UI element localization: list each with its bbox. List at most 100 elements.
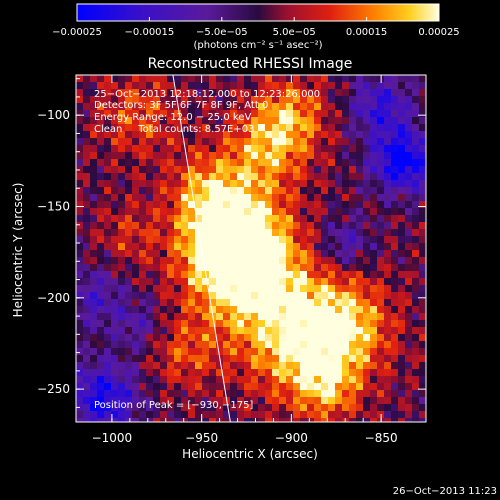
- heatmap-cell: [146, 341, 154, 349]
- heatmap-cell: [153, 229, 161, 237]
- heatmap-cell: [363, 180, 371, 188]
- heatmap-cell: [76, 334, 84, 342]
- heatmap-cell: [412, 243, 420, 251]
- heatmap-cell: [377, 327, 385, 335]
- heatmap-cell: [230, 390, 238, 398]
- heatmap-cell: [153, 208, 161, 216]
- heatmap-cell: [132, 229, 140, 237]
- heatmap-cell: [342, 411, 350, 419]
- heatmap-cell: [104, 82, 112, 90]
- heatmap-cell: [97, 103, 105, 111]
- heatmap-cell: [300, 313, 308, 321]
- heatmap-cell: [293, 411, 301, 419]
- heatmap-cell: [174, 348, 182, 356]
- heatmap-cell: [384, 404, 392, 412]
- heatmap-cell: [132, 159, 140, 167]
- heatmap-cell: [244, 278, 252, 286]
- heatmap-cell: [216, 236, 224, 244]
- heatmap-cell: [216, 166, 224, 174]
- heatmap-cell: [188, 278, 196, 286]
- heatmap-cell: [83, 173, 91, 181]
- heatmap-cell: [398, 418, 406, 422]
- heatmap-cell: [335, 411, 343, 419]
- heatmap-cell: [160, 362, 168, 370]
- heatmap-cell: [188, 173, 196, 181]
- heatmap-cell: [279, 418, 287, 422]
- heatmap-cell: [244, 411, 252, 419]
- heatmap-cell: [188, 180, 196, 188]
- heatmap-cell: [230, 222, 238, 230]
- heatmap-cell: [202, 152, 210, 160]
- heatmap-cell: [244, 404, 252, 412]
- heatmap-cell: [300, 271, 308, 279]
- heatmap-cell: [139, 376, 147, 384]
- heatmap-cell: [76, 82, 84, 90]
- heatmap-cell: [223, 75, 231, 83]
- heatmap-cell: [188, 397, 196, 405]
- heatmap-cell: [153, 369, 161, 377]
- heatmap-cell: [391, 110, 399, 118]
- heatmap-cell: [111, 89, 119, 97]
- heatmap-cell: [328, 131, 336, 139]
- heatmap-cell: [377, 222, 385, 230]
- heatmap-cell: [83, 110, 91, 118]
- heatmap-cell: [223, 222, 231, 230]
- heatmap-cell: [286, 215, 294, 223]
- heatmap-cell: [272, 173, 280, 181]
- heatmap-cell: [412, 131, 420, 139]
- heatmap-cell: [251, 418, 259, 422]
- heatmap-cell: [398, 173, 406, 181]
- heatmap-cell: [258, 173, 266, 181]
- heatmap-cell: [97, 243, 105, 251]
- heatmap-cell: [342, 292, 350, 300]
- heatmap-cell: [90, 313, 98, 321]
- heatmap-cell: [216, 306, 224, 314]
- heatmap-cell: [230, 103, 238, 111]
- heatmap-cell: [244, 243, 252, 251]
- heatmap-cell: [405, 292, 413, 300]
- heatmap-cell: [335, 292, 343, 300]
- heatmap-cell: [188, 390, 196, 398]
- heatmap-cell: [181, 327, 189, 335]
- heatmap-cell: [265, 341, 273, 349]
- heatmap-cell: [125, 131, 133, 139]
- heatmap-cell: [335, 187, 343, 195]
- heatmap-cell: [405, 285, 413, 293]
- heatmap-cell: [377, 285, 385, 293]
- heatmap-cell: [335, 271, 343, 279]
- heatmap-cell: [223, 348, 231, 356]
- heatmap-cell: [83, 117, 91, 125]
- heatmap-cell: [188, 285, 196, 293]
- heatmap-cell: [111, 180, 119, 188]
- heatmap-cell: [307, 117, 315, 125]
- heatmap-cell: [118, 313, 126, 321]
- heatmap-cell: [398, 222, 406, 230]
- heatmap-cell: [412, 271, 420, 279]
- heatmap-cell: [167, 390, 175, 398]
- heatmap-cell: [188, 299, 196, 307]
- heatmap-cell: [272, 145, 280, 153]
- heatmap-cell: [139, 418, 147, 422]
- heatmap-cell: [125, 208, 133, 216]
- heatmap-cell: [419, 75, 426, 83]
- heatmap-cell: [181, 201, 189, 209]
- heatmap-cell: [223, 166, 231, 174]
- heatmap-cell: [293, 145, 301, 153]
- heatmap-cell: [251, 348, 259, 356]
- heatmap-cell: [209, 306, 217, 314]
- heatmap-cell: [104, 117, 112, 125]
- heatmap-cell: [293, 369, 301, 377]
- heatmap-cell: [244, 390, 252, 398]
- heatmap-cell: [216, 110, 224, 118]
- heatmap-cell: [153, 355, 161, 363]
- heatmap-cell: [384, 222, 392, 230]
- heatmap-cell: [223, 334, 231, 342]
- heatmap-cell: [167, 75, 175, 83]
- heatmap-cell: [174, 96, 182, 104]
- heatmap-cell: [146, 145, 154, 153]
- heatmap-cell: [300, 208, 308, 216]
- heatmap-cell: [398, 320, 406, 328]
- heatmap-cell: [223, 180, 231, 188]
- heatmap-cell: [384, 362, 392, 370]
- heatmap-cell: [251, 229, 259, 237]
